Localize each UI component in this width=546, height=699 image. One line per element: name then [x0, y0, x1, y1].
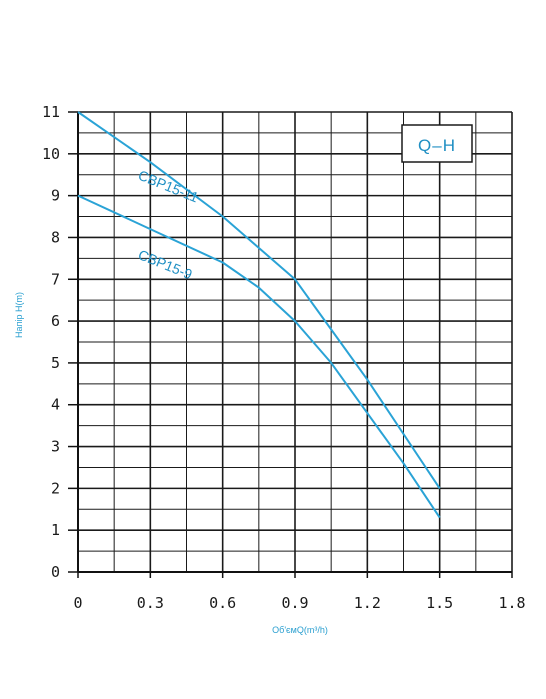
y-tick-label: 6 [51, 312, 60, 330]
y-tick-label: 9 [51, 187, 60, 205]
x-tick-label: 0.9 [281, 594, 308, 612]
series-label: CBP15-9 [136, 246, 195, 282]
x-tick-label: 1.5 [426, 594, 453, 612]
y-tick-label: 8 [51, 228, 60, 246]
y-tick-label: 0 [51, 563, 60, 581]
tick-labels: 0 0.3 0.6 0.9 1.2 1.5 1.8 0 1 2 3 4 5 6 7 8 9 10 11 [42, 103, 526, 612]
legend-box: Q–H [401, 124, 473, 163]
x-tick-label: 1.2 [354, 594, 381, 612]
x-axis-label: Об'ємQ(m³/h) [272, 625, 328, 635]
legend-text: Q–H [418, 136, 456, 155]
series-line [77, 111, 441, 489]
x-tick-label: 0 [73, 594, 82, 612]
x-tick-label: 0.3 [137, 594, 164, 612]
y-tick-label: 7 [51, 270, 60, 288]
y-axis-label: Напір H(m) [14, 292, 24, 338]
series-labels: CBP15-11 CBP15-9 [136, 167, 201, 283]
series-lines [77, 111, 441, 519]
series-label: CBP15-11 [136, 167, 201, 206]
series-line [77, 194, 441, 519]
y-tick-label: 10 [42, 145, 60, 163]
x-tick-label: 1.8 [498, 594, 525, 612]
y-tick-label: 4 [51, 396, 60, 414]
y-tick-label: 5 [51, 354, 60, 372]
y-tick-label: 3 [51, 438, 60, 456]
x-tick-label: 0.6 [209, 594, 236, 612]
y-tick-label: 2 [51, 479, 60, 497]
y-tick-label: 11 [42, 103, 60, 121]
y-tick-label: 1 [51, 521, 60, 539]
